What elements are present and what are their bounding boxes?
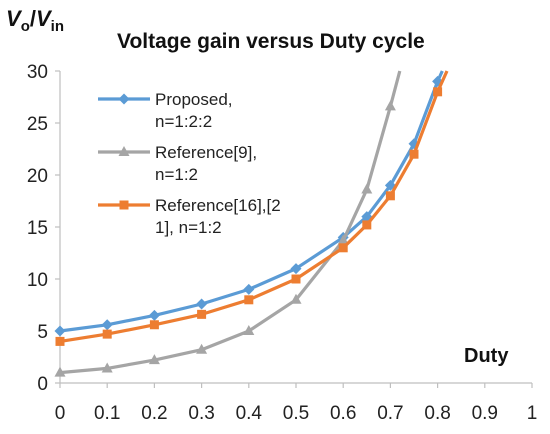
series-0-point	[290, 263, 302, 275]
x-tick-label: 0	[55, 403, 66, 424]
y-tick-label: 15	[27, 218, 48, 239]
series-0-point	[196, 298, 208, 310]
y-ticks: 0 5 10 15 20 25 30	[27, 62, 60, 395]
series-1-point	[361, 183, 373, 194]
series-2-point	[362, 220, 372, 230]
legend-label-1: Reference[9],	[155, 143, 257, 162]
y-tick-label: 30	[27, 62, 48, 83]
x-tick-label: 0.9	[472, 403, 498, 424]
series-2-point	[55, 336, 65, 346]
series-layer	[54, 70, 449, 377]
x-tick-label: 0.1	[94, 403, 120, 424]
series-0-point	[243, 283, 255, 295]
y-tick-label: 20	[27, 166, 48, 187]
legend-label-1: n=1:2	[155, 165, 198, 184]
legend-swatch-marker-2	[119, 200, 129, 210]
x-tick-label: 0.4	[236, 403, 263, 424]
x-tick-label: 0.5	[283, 403, 309, 424]
y-axis-label-sub-in: in	[51, 18, 64, 35]
series-1-point	[148, 354, 160, 365]
chart-title: Voltage gain versus Duty cycle	[117, 30, 425, 53]
series-1-point	[54, 366, 66, 377]
y-tick-label: 0	[37, 374, 48, 395]
series-0-point	[54, 325, 66, 337]
series-2-point	[338, 243, 348, 253]
series-1-point	[384, 100, 396, 111]
series-2-point	[433, 87, 443, 97]
x-tick-label: 0.3	[188, 403, 214, 424]
series-2-point	[149, 320, 159, 330]
legend-label-2: Reference[16],[2	[155, 196, 281, 215]
legend: Proposed, n=1:2:2 Reference[9], n=1:2 Refere…	[98, 90, 281, 237]
series-1-point	[243, 325, 255, 335]
series-0-point	[101, 319, 113, 331]
y-tick-label: 25	[27, 114, 48, 135]
y-axis-label-v: V	[6, 6, 23, 31]
series-2-point	[102, 329, 112, 339]
series-2-point	[244, 295, 254, 305]
series-2-point	[291, 274, 301, 284]
x-tick-label: 0.8	[424, 403, 450, 424]
y-tick-label: 10	[27, 270, 48, 291]
y-axis-label-slash: /	[30, 6, 36, 31]
series-1-point	[337, 234, 349, 245]
y-axis-label-v2: V	[36, 6, 53, 31]
series-line-1	[59, 70, 402, 375]
y-tick-label: 5	[37, 322, 48, 343]
legend-label-0: n=1:2:2	[155, 112, 212, 131]
x-tick-label: 0.6	[330, 403, 356, 424]
series-line-2	[59, 70, 449, 343]
x-tick-label: 0.2	[141, 403, 167, 424]
y-axis-label-sub-o: o	[21, 18, 30, 35]
series-line-0	[59, 70, 444, 333]
x-axis-label: Duty	[464, 345, 509, 367]
series-2-point	[409, 149, 419, 159]
y-axis-label: Vo/Vin	[6, 6, 64, 35]
series-2-point	[197, 309, 207, 319]
legend-swatch-marker-0	[118, 93, 130, 105]
x-ticks: 0 0.1 0.2 0.3 0.4 0.5 0.6 0.7 0.8 0.9 1	[55, 383, 538, 424]
x-tick-label: 0.7	[377, 403, 403, 424]
legend-label-2: 1], n=1:2	[155, 218, 222, 237]
series-1-point	[196, 343, 208, 354]
legend-swatch-marker-1	[118, 146, 130, 156]
x-tick-label: 1	[527, 403, 538, 424]
series-1-point	[290, 293, 302, 304]
legend-label-0: Proposed,	[155, 90, 233, 109]
series-2-point	[385, 191, 395, 201]
series-0-point	[148, 309, 160, 321]
series-1-point	[101, 362, 113, 373]
